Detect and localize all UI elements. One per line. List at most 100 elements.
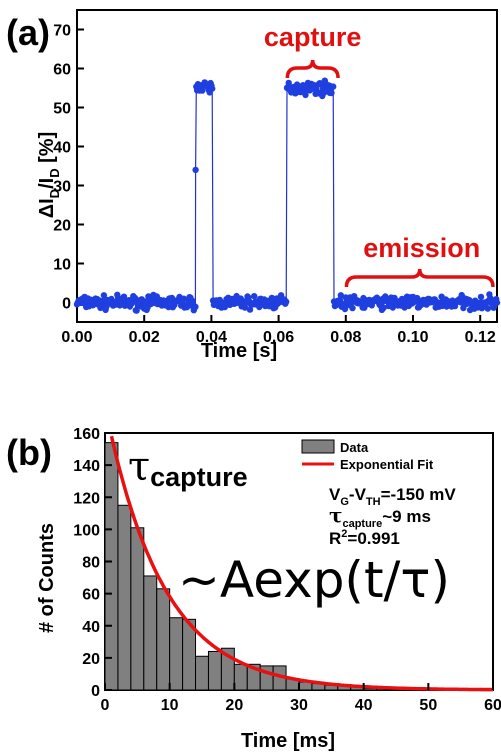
x-tick-label: 0 bbox=[101, 697, 110, 714]
panel-a-label: (a) bbox=[6, 12, 50, 53]
legend-data-label: Data bbox=[340, 440, 369, 455]
histogram-bar bbox=[117, 504, 132, 691]
capture-brace bbox=[285, 59, 340, 79]
x-tick-label: 10 bbox=[161, 697, 179, 714]
y-tick-label: 120 bbox=[73, 490, 100, 507]
emission-label: emission bbox=[363, 233, 480, 263]
y-tick-label: 20 bbox=[53, 218, 71, 235]
r-squared-value: =0.991 bbox=[347, 529, 399, 548]
x-tick-label: 0.08 bbox=[330, 329, 361, 346]
tau-value-sub: capture bbox=[342, 518, 382, 530]
legend-data-swatch bbox=[301, 439, 335, 454]
r-sup: 2 bbox=[341, 528, 347, 540]
histogram-bar bbox=[195, 655, 209, 691]
data-point bbox=[349, 304, 356, 312]
data-point bbox=[283, 298, 290, 305]
y-label-part-1: ΔI bbox=[36, 198, 58, 218]
data-point bbox=[199, 87, 206, 94]
data-point bbox=[484, 305, 491, 312]
x-tick-label: 50 bbox=[419, 697, 437, 714]
data-point bbox=[192, 303, 199, 310]
x-tick-label: 40 bbox=[355, 697, 373, 714]
y-tick-label: 40 bbox=[53, 140, 71, 157]
data-point bbox=[133, 307, 140, 314]
data-point bbox=[209, 85, 216, 92]
y-tick-label: 20 bbox=[82, 651, 100, 668]
panel-b-label: (b) bbox=[6, 432, 52, 473]
y-label-part-2: /I bbox=[36, 178, 58, 189]
y-tick-label: 100 bbox=[73, 522, 100, 539]
y-tick-label: 60 bbox=[53, 62, 71, 79]
panel-b-x-label: Time [ms] bbox=[241, 730, 335, 752]
data-point bbox=[241, 304, 249, 311]
x-tick-label: 60 bbox=[484, 697, 501, 714]
panel-a: (a) 0.00 0.02 0.04 0.06 0.08 0.10 0.12 0 10 20 30… bbox=[6, 9, 501, 362]
panel-a-frame bbox=[76, 9, 498, 323]
y-tick-label: 40 bbox=[82, 619, 100, 636]
r-squared-text: R2=0.991 bbox=[329, 528, 400, 548]
y-tick-label: 30 bbox=[53, 179, 71, 196]
vth-part: -V bbox=[349, 485, 367, 504]
vg-sub: G bbox=[340, 496, 349, 508]
y-tick-label: 50 bbox=[53, 101, 71, 118]
panel-a-y-label: ΔID/ID [%] bbox=[36, 132, 62, 219]
x-tick-label: 20 bbox=[225, 697, 243, 714]
x-tick-label: 0.04 bbox=[196, 329, 227, 346]
x-tick-label: 0.00 bbox=[61, 329, 92, 346]
tau-symbol: τ bbox=[128, 444, 150, 490]
legend: Data Exponential Fit bbox=[301, 439, 434, 472]
panel-a-x-label: Time [s] bbox=[201, 340, 277, 362]
histogram-bar bbox=[233, 663, 248, 691]
y-tick-label: 60 bbox=[82, 587, 100, 604]
panel-b-y-ticks: 0 20 40 60 80 100 120 140 160 bbox=[73, 426, 112, 700]
panel-a-data-points bbox=[73, 77, 501, 314]
vth-sub: TH bbox=[366, 496, 381, 508]
legend-fit-label: Exponential Fit bbox=[340, 457, 434, 472]
vg-vth-value: =-150 mV bbox=[381, 485, 457, 504]
emission-brace bbox=[344, 268, 495, 288]
data-point bbox=[330, 83, 337, 90]
data-point bbox=[246, 306, 254, 313]
tau-capture-subscript: capture bbox=[150, 462, 248, 492]
vg-part: V bbox=[329, 485, 341, 504]
data-point bbox=[328, 89, 335, 97]
histogram-bar bbox=[156, 588, 171, 691]
x-tick-label: 0.10 bbox=[397, 329, 428, 346]
capture-label: capture bbox=[264, 22, 362, 52]
data-point bbox=[380, 304, 387, 311]
y-tick-label: 140 bbox=[73, 458, 100, 475]
tau-value-symbol: τ bbox=[329, 503, 342, 527]
histogram-bar bbox=[169, 617, 184, 691]
panel-b-bars bbox=[104, 442, 494, 691]
y-label-sub-1: D bbox=[47, 189, 62, 198]
y-tick-label: 0 bbox=[91, 683, 100, 700]
x-tick-label: 0.12 bbox=[465, 329, 496, 346]
fit-formula: ~Aexp(t/τ) bbox=[178, 551, 450, 609]
x-tick-label: 30 bbox=[290, 697, 308, 714]
data-point bbox=[192, 166, 199, 174]
tau-value-text: τcapture~9 ms bbox=[329, 503, 431, 530]
panel-b-y-label: # of Counts bbox=[36, 523, 58, 633]
histogram-bar bbox=[130, 527, 145, 691]
data-point bbox=[302, 91, 309, 99]
panel-a-plot-area: 0.00 0.02 0.04 0.06 0.08 0.10 0.12 0 10 20 30 40 50… bbox=[53, 9, 501, 346]
fit-curve bbox=[109, 435, 493, 692]
panel-a-x-ticks: 0.00 0.02 0.04 0.06 0.08 0.10 0.12 bbox=[61, 315, 496, 346]
y-tick-label: 80 bbox=[82, 555, 100, 572]
histogram-bar bbox=[182, 618, 197, 691]
y-tick-label: 10 bbox=[53, 257, 71, 274]
data-point bbox=[477, 293, 485, 301]
panel-b: (b) 0 10 20 30 40 50 60 020406080100120140160 … bbox=[6, 426, 501, 752]
histogram-bar bbox=[104, 442, 119, 691]
r-part: R bbox=[329, 529, 341, 548]
data-point bbox=[493, 299, 501, 306]
data-point bbox=[341, 305, 349, 313]
y-tick-label: 0 bbox=[62, 296, 71, 313]
x-tick-label: 0.06 bbox=[263, 329, 294, 346]
y-tick-label: 160 bbox=[73, 426, 100, 443]
histogram-bar bbox=[207, 650, 222, 691]
y-label-sub-2: D bbox=[47, 168, 62, 177]
data-point bbox=[337, 292, 344, 299]
histogram-bar bbox=[143, 575, 158, 691]
